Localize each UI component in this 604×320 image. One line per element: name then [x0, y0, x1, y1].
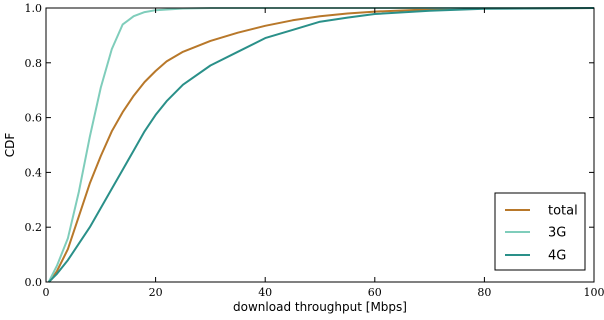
y-axis-label: CDF — [3, 133, 17, 158]
x-tick-label: 40 — [258, 286, 272, 299]
series-line-total — [48, 7, 595, 283]
legend: total 3G 4G — [494, 192, 586, 271]
legend-label-total: total — [548, 204, 578, 219]
axis-ticks: 0 20 40 60 80 100 0.0 0.2 0.4 0.6 0.8 1.0 — [25, 2, 604, 299]
series-line-3g — [47, 7, 594, 283]
x-tick-label: 100 — [584, 286, 604, 299]
y-tick-label: 0.2 — [25, 221, 43, 234]
y-tick-label: 0.6 — [25, 112, 43, 125]
legend-label-4g: 4G — [548, 249, 566, 264]
y-tick-label: 0.8 — [25, 57, 43, 70]
y-tick-label: 1.0 — [25, 2, 43, 15]
plot-frame — [45, 7, 595, 283]
x-tick-label: 60 — [368, 286, 382, 299]
x-axis-label: download throughput [Mbps] — [233, 300, 407, 314]
series-line-4g — [48, 7, 595, 283]
x-tick-label: 80 — [477, 286, 491, 299]
x-tick-label: 0 — [43, 286, 50, 299]
plot-area — [47, 7, 595, 283]
y-tick-label: 0.4 — [25, 166, 43, 179]
y-tick-label: 0.0 — [25, 276, 43, 289]
x-tick-label: 20 — [149, 286, 163, 299]
legend-label-3g: 3G — [548, 226, 566, 241]
